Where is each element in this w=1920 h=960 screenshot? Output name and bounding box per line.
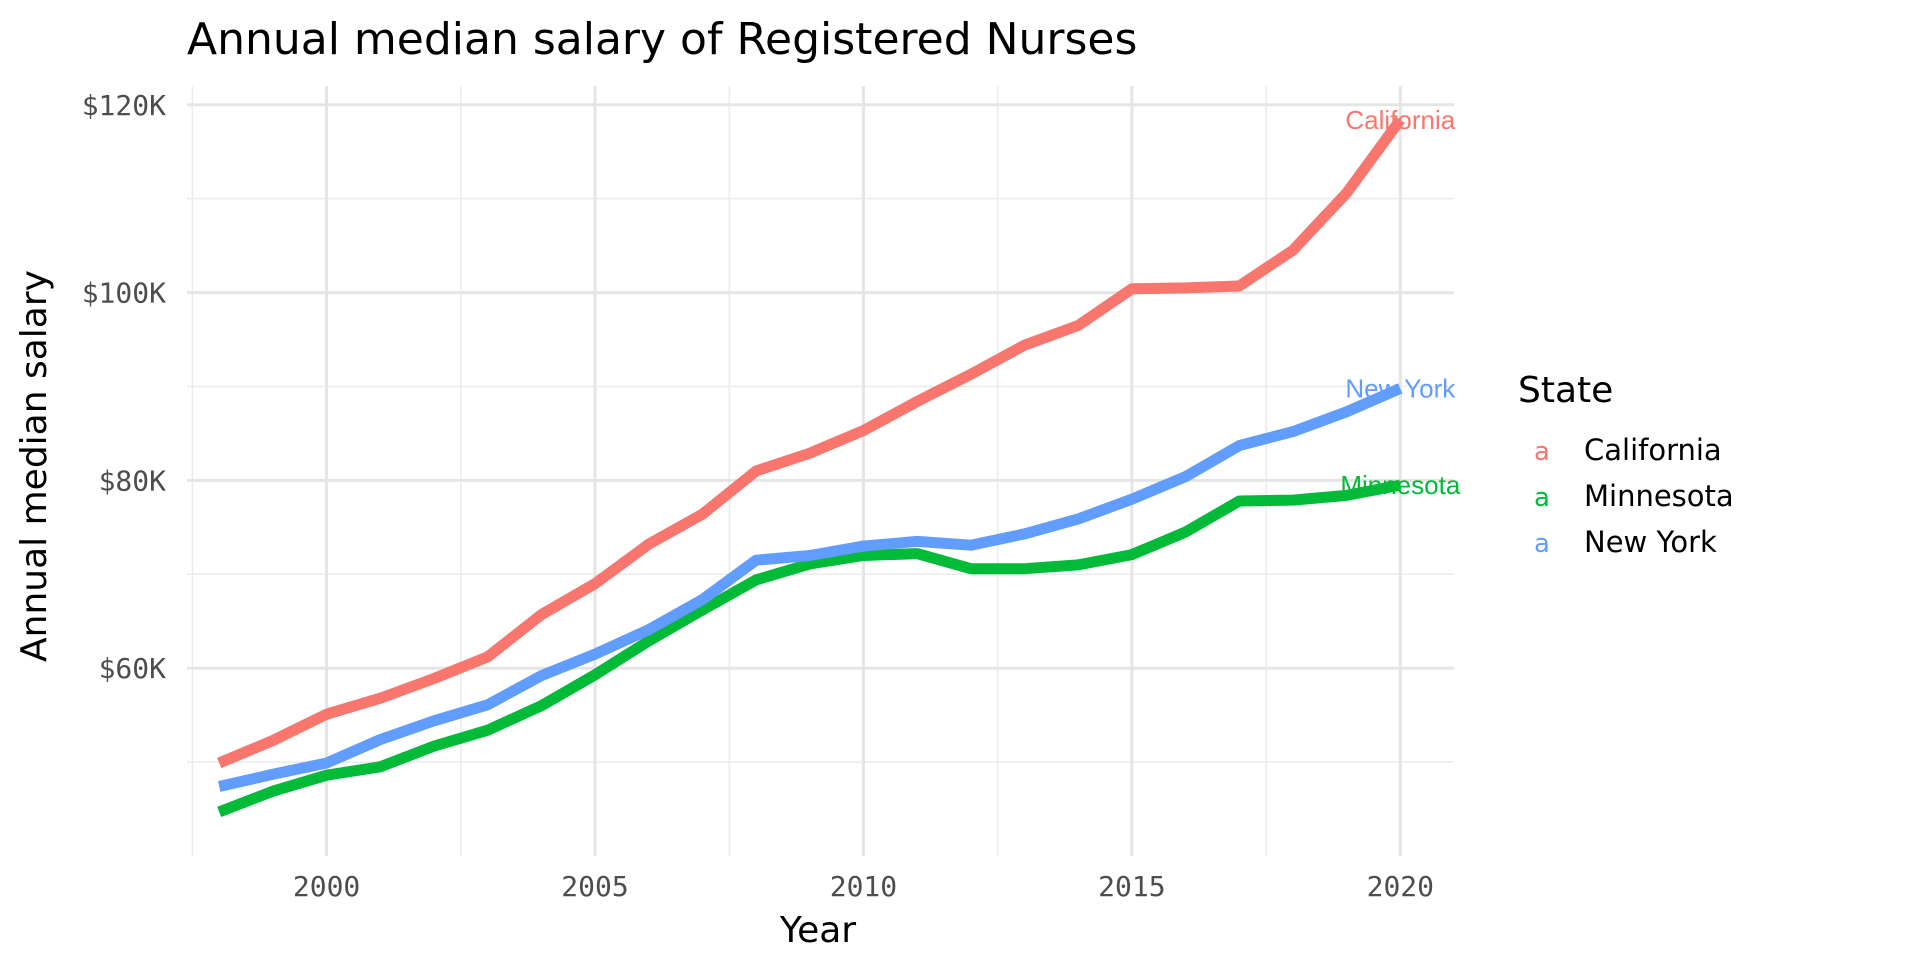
series-line-california [217,116,1405,769]
x-tick-label: 2020 [1367,870,1434,903]
x-tick-label: 2005 [561,870,628,903]
x-tick-label: 2010 [830,870,897,903]
x-tick-label: 2015 [1098,870,1165,903]
legend-item-label: New York [1584,525,1717,559]
x-tick-label: 2000 [293,870,360,903]
series-end-labels: California Minnesota New York [1340,105,1460,500]
legend-item-label: Minnesota [1584,479,1734,513]
chart-title: Annual median salary of Registered Nurse… [187,14,1137,65]
legend: State a California a Minnesota a New York [1518,370,1734,559]
x-axis-ticks: 2000 2005 2010 2015 2020 [293,870,1434,903]
y-tick-label: $100K [82,277,166,310]
legend-key-glyph: a [1534,437,1550,467]
legend-title: State [1518,370,1613,411]
y-axis-ticks: $60K $80K $100K $120K [82,89,166,685]
series-end-label: California [1345,105,1455,135]
y-axis-title: Annual median salary [14,270,55,662]
series-line-new-york [217,383,1403,792]
y-tick-label: $80K [99,464,167,497]
series-end-label: Minnesota [1340,470,1460,500]
y-tick-label: $60K [99,652,167,685]
series-end-label: New York [1345,373,1456,403]
series-lines [217,116,1405,818]
legend-item-label: California [1584,433,1722,467]
legend-key-glyph: a [1534,529,1550,559]
legend-key-glyph: a [1534,483,1550,513]
x-axis-title: Year [779,910,856,951]
y-tick-label: $120K [82,89,166,122]
series-line-minnesota [217,479,1402,818]
